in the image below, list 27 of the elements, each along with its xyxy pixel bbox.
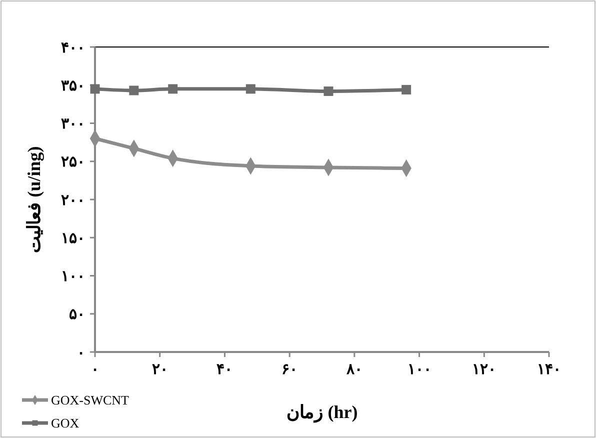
point: [402, 84, 412, 94]
point: [168, 84, 178, 94]
x-tick-label: ۱۴۰: [537, 362, 561, 378]
y-tick-label: ۳۵۰: [61, 78, 85, 94]
x-tick-label: ۰: [91, 362, 99, 378]
y-tick-label: ۲۰۰: [61, 192, 85, 209]
x-tick-label: ۸۰: [345, 362, 362, 378]
point: [129, 86, 139, 96]
y-axis-title: فعالیت (u/ing): [24, 146, 44, 253]
x-tick-label: ۴۰: [216, 362, 233, 378]
y-tick-label: ۵۰: [69, 307, 85, 324]
x-axis-title: زمان (hr): [286, 402, 358, 423]
point: [324, 86, 334, 96]
x-tick-label: ۲۰: [152, 362, 168, 378]
y-tick-label: ۴۰۰: [61, 40, 85, 56]
legend-label: GOX: [51, 416, 80, 431]
x-tick-label: ۱۰۰: [407, 362, 432, 378]
x-tick-label: ۶۰: [282, 362, 298, 378]
y-tick-label: ۲۵۰: [61, 154, 85, 171]
y-tick-label: ۱۵۰: [61, 230, 85, 247]
point: [246, 84, 256, 94]
y-tick-label: ۱۰۰: [61, 269, 85, 285]
y-tick-label: ۰: [77, 345, 85, 362]
y-tick-label: ۳۰۰: [61, 116, 85, 132]
legend-label: GOX-SWCNT: [51, 392, 130, 408]
point: [90, 84, 100, 94]
x-tick-label: ۱۲۰: [472, 362, 496, 378]
